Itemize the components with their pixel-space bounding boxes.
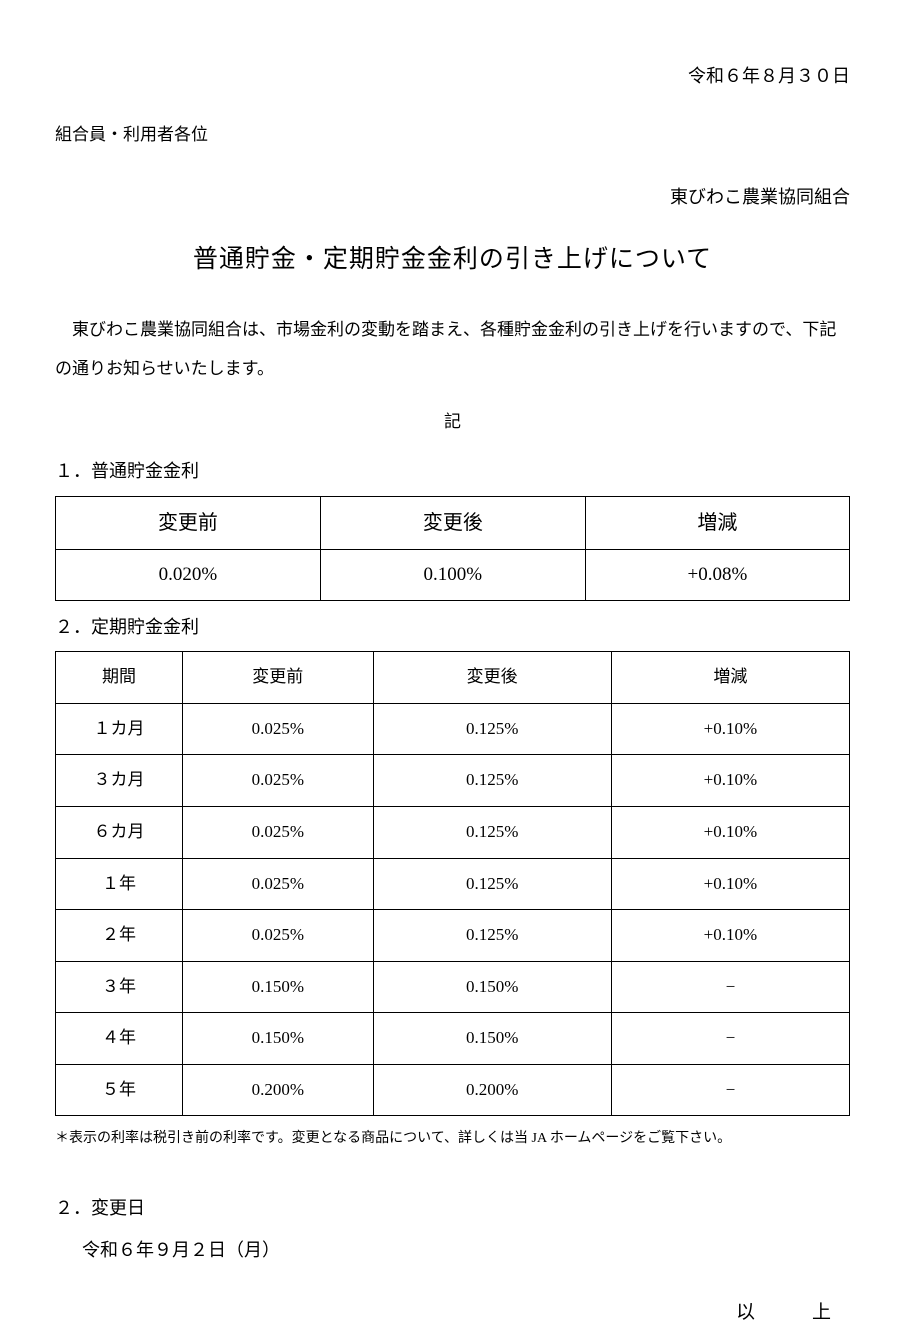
col-before: 変更前 (183, 652, 374, 704)
cell-period: ３カ月 (56, 755, 183, 807)
cell-diff: +0.10% (611, 703, 849, 755)
table-row: １カ月0.025%0.125%+0.10% (56, 703, 850, 755)
cell-after: 0.125% (373, 755, 611, 807)
cell-before: 0.025% (183, 858, 374, 910)
col-period: 期間 (56, 652, 183, 704)
cell-before: 0.025% (183, 910, 374, 962)
table-row: ５年0.200%0.200%− (56, 1064, 850, 1116)
table-row: ２年0.025%0.125%+0.10% (56, 910, 850, 962)
cell-before: 0.150% (183, 1013, 374, 1065)
col-diff: 増減 (611, 652, 849, 704)
cell-diff: − (611, 961, 849, 1013)
cell-period: ６カ月 (56, 806, 183, 858)
table-header-row: 期間 変更前 変更後 増減 (56, 652, 850, 704)
cell-after: 0.200% (373, 1064, 611, 1116)
cell-diff: +0.10% (611, 755, 849, 807)
section3-heading: ２．変更日 (55, 1192, 850, 1224)
cell-after: 0.150% (373, 1013, 611, 1065)
table-row: ３年0.150%0.150%− (56, 961, 850, 1013)
org-name: 東びわこ農業協同組合 (55, 181, 850, 213)
cell-after: 0.125% (373, 806, 611, 858)
closing-ijou: 以 上 (55, 1296, 850, 1330)
cell-before: 0.020% (56, 549, 321, 600)
cell-after: 0.100% (320, 549, 585, 600)
cell-diff: +0.08% (585, 549, 849, 600)
cell-after: 0.125% (373, 910, 611, 962)
cell-period: ２年 (56, 910, 183, 962)
table-row: ４年0.150%0.150%− (56, 1013, 850, 1065)
cell-before: 0.200% (183, 1064, 374, 1116)
section2-heading: ２．定期貯金金利 (55, 611, 850, 643)
cell-period: １年 (56, 858, 183, 910)
col-after: 変更後 (320, 496, 585, 549)
intro-paragraph: 東びわこ農業協同組合は、市場金利の変動を踏まえ、各種貯金金利の引き上げを行います… (55, 310, 850, 388)
document-date: 令和６年８月３０日 (55, 60, 850, 92)
ordinary-savings-table: 変更前 変更後 増減 0.020% 0.100% +0.08% (55, 496, 850, 601)
table-row: ６カ月0.025%0.125%+0.10% (56, 806, 850, 858)
change-date: 令和６年９月２日（月） (82, 1234, 850, 1266)
table-row: １年0.025%0.125%+0.10% (56, 858, 850, 910)
cell-period: ５年 (56, 1064, 183, 1116)
cell-period: ４年 (56, 1013, 183, 1065)
table-header-row: 変更前 変更後 増減 (56, 496, 850, 549)
term-savings-table: 期間 変更前 変更後 増減 １カ月0.025%0.125%+0.10%３カ月0.… (55, 651, 850, 1116)
footnote: ＊表示の利率は税引き前の利率です。変更となる商品について、詳しくは当 JA ホー… (55, 1126, 850, 1151)
section1-heading: １．普通貯金金利 (55, 455, 850, 487)
cell-after: 0.150% (373, 961, 611, 1013)
cell-period: １カ月 (56, 703, 183, 755)
cell-diff: +0.10% (611, 910, 849, 962)
cell-before: 0.025% (183, 806, 374, 858)
col-after: 変更後 (373, 652, 611, 704)
cell-diff: − (611, 1064, 849, 1116)
cell-before: 0.025% (183, 703, 374, 755)
col-diff: 増減 (585, 496, 849, 549)
cell-diff: − (611, 1013, 849, 1065)
addressee: 組合員・利用者各位 (55, 120, 850, 151)
document-title: 普通貯金・定期貯金金利の引き上げについて (55, 237, 850, 282)
cell-diff: +0.10% (611, 806, 849, 858)
table-row: ３カ月0.025%0.125%+0.10% (56, 755, 850, 807)
cell-diff: +0.10% (611, 858, 849, 910)
cell-after: 0.125% (373, 703, 611, 755)
cell-period: ３年 (56, 961, 183, 1013)
ki-marker: 記 (55, 407, 850, 438)
col-before: 変更前 (56, 496, 321, 549)
cell-before: 0.025% (183, 755, 374, 807)
cell-after: 0.125% (373, 858, 611, 910)
table-row: 0.020% 0.100% +0.08% (56, 549, 850, 600)
cell-before: 0.150% (183, 961, 374, 1013)
